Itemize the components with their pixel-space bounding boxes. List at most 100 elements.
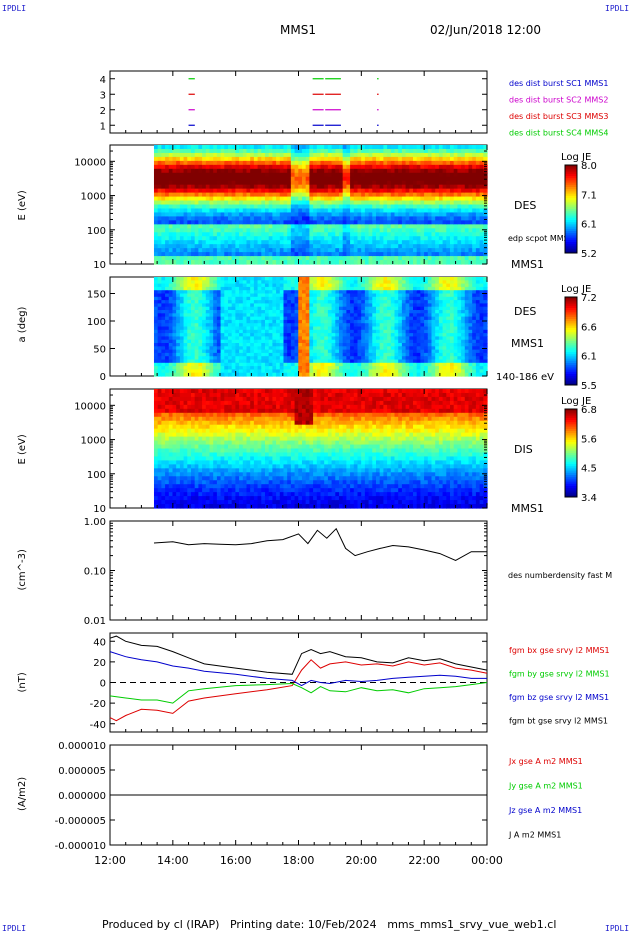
spectrogram-cell xyxy=(424,156,429,162)
spectrogram-cell xyxy=(401,148,407,154)
spectrogram-cell xyxy=(387,204,392,210)
spectrogram-cell xyxy=(190,232,196,237)
spectrogram-cell xyxy=(331,326,336,331)
spectrogram-cell xyxy=(461,168,466,174)
spectrogram-cell xyxy=(368,160,373,166)
spectrogram-cell xyxy=(394,145,399,150)
spectrogram-cell xyxy=(287,316,292,321)
colorbar-tick-label-des_energy: 8.0 xyxy=(581,161,597,172)
spectrogram-cell xyxy=(231,316,236,321)
spectrogram-cell xyxy=(198,200,203,206)
spectrogram-cell xyxy=(153,352,159,357)
spectrogram-cell xyxy=(479,256,484,261)
spectrogram-cell xyxy=(202,280,207,285)
spectrogram-cell xyxy=(213,192,218,198)
spectrogram-cell xyxy=(353,336,359,341)
spectrogram-cell xyxy=(468,176,473,182)
spectrogram-cell xyxy=(394,286,399,291)
spectrogram-cell xyxy=(353,220,359,225)
spectrogram-cell xyxy=(161,362,166,367)
spectrogram-cell xyxy=(350,372,355,377)
spectrogram-cell xyxy=(253,277,259,281)
spectrogram-cell xyxy=(239,290,244,295)
spectrogram-cell xyxy=(161,283,166,288)
spectrogram-cell xyxy=(276,216,281,221)
spectrogram-cell xyxy=(190,303,196,308)
spectrogram-cell xyxy=(231,156,236,162)
spectrogram-cell xyxy=(213,148,218,154)
spectrogram-cell xyxy=(387,244,392,249)
spectrogram-cell xyxy=(268,212,273,217)
spectrogram-cell xyxy=(438,256,444,261)
spectrogram-cell xyxy=(227,236,233,241)
spectrogram-cell xyxy=(327,343,333,347)
spectrogram-cell xyxy=(224,260,229,265)
spectrogram-cell xyxy=(431,220,436,225)
spectrogram-cell xyxy=(472,240,477,245)
spectrogram-cell xyxy=(383,356,388,361)
spectrogram-cell xyxy=(301,160,307,166)
spectrogram-cell xyxy=(176,293,181,298)
spectrogram-cell xyxy=(261,160,266,166)
spectrogram-cell xyxy=(235,244,240,249)
spectrogram-cell xyxy=(416,244,421,249)
spectrogram-cell xyxy=(338,326,344,331)
spectrogram-cell xyxy=(242,277,248,281)
spectrogram-cell xyxy=(246,172,251,178)
spectrogram-cell xyxy=(190,152,196,158)
spectrogram-cell xyxy=(194,204,199,210)
spectrogram-cell xyxy=(335,283,340,288)
spectrogram-cell xyxy=(294,329,299,334)
spectrogram-cell xyxy=(187,283,192,288)
spectrogram-cell xyxy=(413,188,418,194)
spectrogram-cell xyxy=(379,356,384,361)
spectrogram-cell xyxy=(227,200,233,206)
spectrogram-cell xyxy=(346,359,351,364)
spectrogram-cell xyxy=(401,366,407,370)
spectrogram-cell xyxy=(202,336,207,341)
spectrogram-cell xyxy=(224,220,229,225)
spectrogram-cell xyxy=(350,326,355,331)
spectrogram-cell xyxy=(431,252,436,257)
spectrogram-cell xyxy=(283,248,288,253)
spectrogram-cell xyxy=(183,204,188,210)
spectrogram-cell xyxy=(190,359,196,364)
spectrogram-cell xyxy=(401,260,407,265)
spectrogram-cell xyxy=(305,256,310,261)
spectrogram-cell xyxy=(475,224,481,229)
spectrogram-cell xyxy=(231,256,236,261)
spectrogram-cell xyxy=(320,188,325,194)
spectrogram-cell xyxy=(335,316,340,321)
spectrogram-cell xyxy=(224,366,229,370)
spectrogram-cell xyxy=(387,184,392,190)
spectrogram-cell xyxy=(372,306,377,311)
spectrogram-cell xyxy=(190,200,196,206)
spectrogram-cell xyxy=(361,316,366,321)
spectrogram-cell xyxy=(231,228,236,233)
spectrogram-cell xyxy=(205,248,211,253)
spectrogram-cell xyxy=(364,280,370,285)
spectrogram-cell xyxy=(183,216,188,221)
spectrogram-cell xyxy=(435,168,440,174)
spectrogram-cell xyxy=(346,290,351,295)
spectrogram-cell xyxy=(172,240,177,245)
spectrogram-cell xyxy=(331,296,336,301)
spectrogram-cell xyxy=(353,200,359,206)
spectrogram-cell xyxy=(453,184,458,190)
spectrogram-cell xyxy=(183,316,188,321)
spectrogram-cell xyxy=(313,300,318,304)
spectrogram-cell xyxy=(261,326,266,331)
spectrogram-cell xyxy=(250,359,255,364)
spectrogram-cell xyxy=(153,244,159,249)
spectrogram-cell xyxy=(327,196,333,202)
spectrogram-cell xyxy=(361,145,366,150)
spectrogram-cell xyxy=(213,160,218,166)
spectrogram-cell xyxy=(309,346,314,351)
spectrogram-cell xyxy=(453,220,458,225)
spectrogram-cell xyxy=(301,204,307,210)
spectrogram-cell xyxy=(361,336,366,341)
spectrogram-cell xyxy=(335,216,340,221)
spectrogram-cell xyxy=(250,212,255,217)
spectrogram-cell xyxy=(246,164,251,170)
spectrogram-cell xyxy=(398,256,403,261)
